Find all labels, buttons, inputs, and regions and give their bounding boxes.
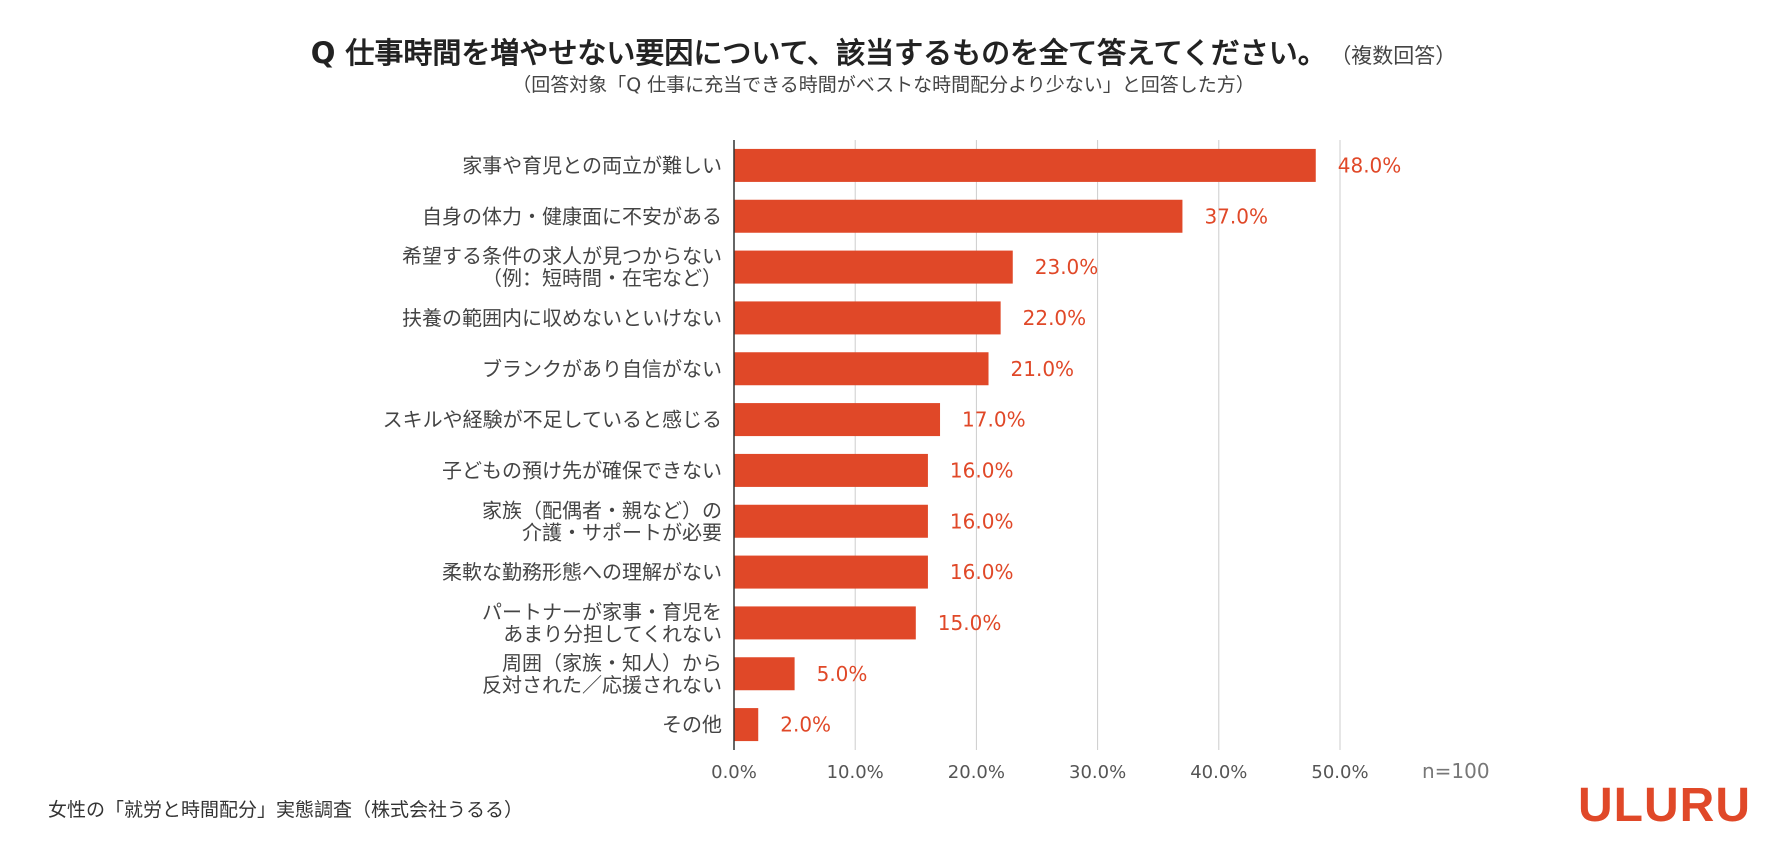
category-label-line: 介護・サポートが必要 — [522, 520, 722, 544]
category-label-line: ブランクがあり自信がない — [482, 357, 722, 381]
category-label-line: 周囲（家族・知人）から — [502, 651, 722, 675]
x-tick-label: 10.0% — [827, 762, 884, 783]
category-label: 扶養の範囲内に収めないといけない — [402, 306, 722, 330]
bar-value-label: 15.0% — [938, 611, 1002, 635]
x-tick-label: 20.0% — [948, 762, 1005, 783]
category-label: 子どもの預け先が確保できない — [442, 458, 722, 482]
category-label-line: 希望する条件の求人が見つからない — [402, 244, 722, 268]
x-tick-label: 50.0% — [1311, 762, 1368, 783]
bar-value-label: 5.0% — [817, 662, 868, 686]
category-label-line: 柔軟な勤務形態への理解がない — [442, 560, 722, 584]
bar — [734, 555, 928, 589]
bar — [734, 199, 1183, 233]
bar — [734, 250, 1013, 284]
bar-value-label: 16.0% — [950, 509, 1014, 533]
category-label: 家事や育児との両立が難しい — [462, 153, 722, 177]
uluru-logo: ULURU — [1578, 779, 1751, 832]
category-label-line: （例：短時間・在宅など） — [482, 266, 722, 290]
chart-title: Q 仕事時間を増やせない要因について、該当するものを全て答えてください。 — [310, 36, 1327, 70]
chart-title-note: （複数回答） — [1340, 44, 1457, 68]
bar-value-label: 16.0% — [950, 560, 1014, 584]
category-label-line: 家事や育児との両立が難しい — [462, 153, 722, 177]
category-label: 柔軟な勤務形態への理解がない — [442, 560, 722, 584]
bar-value-label: 37.0% — [1204, 204, 1268, 228]
bar-value-label: 48.0% — [1338, 153, 1402, 177]
source-note: 女性の「就労と時間配分」実態調査（株式会社うるる） — [48, 799, 524, 821]
category-label-line: スキルや経験が不足していると感じる — [383, 408, 722, 432]
bar — [734, 352, 989, 386]
bar-value-label: 2.0% — [780, 713, 831, 737]
bar-value-label: 16.0% — [950, 458, 1014, 482]
bar — [734, 148, 1316, 182]
bar — [734, 403, 941, 437]
bar — [734, 301, 1001, 335]
category-label-line: あまり分担してくれない — [503, 622, 722, 646]
bar — [734, 657, 795, 691]
bar-value-label: 17.0% — [962, 408, 1026, 432]
category-label: ブランクがあり自信がない — [482, 357, 722, 381]
sample-size-note: n=100 — [1422, 759, 1490, 783]
chart-title-line: Q 仕事時間を増やせない要因について、該当するものを全て答えてください。 （複数回… — [0, 30, 1767, 72]
category-label: その他 — [662, 713, 722, 737]
bar — [734, 504, 928, 538]
category-label-line: 家族（配偶者・親など）の — [482, 498, 722, 522]
category-label: 希望する条件の求人が見つからない（例：短時間・在宅など） — [402, 244, 722, 290]
category-label: 周囲（家族・知人）から反対された／応援されない — [482, 651, 722, 697]
bar — [734, 606, 916, 640]
bar-value-label: 22.0% — [1023, 306, 1087, 330]
chart-subtitle: （回答対象「Q 仕事に充当できる時間がベストな時間配分より少ない」と回答した方） — [512, 74, 1255, 96]
category-label: パートナーが家事・育児をあまり分担してくれない — [482, 600, 722, 646]
category-label-line: その他 — [662, 713, 722, 737]
x-tick-label: 0.0% — [711, 762, 757, 783]
bar — [734, 708, 759, 742]
bar-value-label: 21.0% — [1011, 357, 1075, 381]
bar-value-label: 23.0% — [1035, 255, 1099, 279]
bar — [734, 453, 928, 487]
category-label-line: 扶養の範囲内に収めないといけない — [402, 306, 722, 330]
category-label-line: 反対された／応援されない — [482, 673, 722, 697]
x-tick-label: 30.0% — [1069, 762, 1126, 783]
category-label: スキルや経験が不足していると感じる — [383, 408, 722, 432]
x-tick-label: 40.0% — [1190, 762, 1247, 783]
category-label: 自身の体力・健康面に不安がある — [422, 204, 722, 228]
category-label-line: 自身の体力・健康面に不安がある — [422, 204, 722, 228]
category-label-line: 子どもの預け先が確保できない — [442, 458, 722, 482]
category-label: 家族（配偶者・親など）の介護・サポートが必要 — [482, 498, 722, 544]
category-label-line: パートナーが家事・育児を — [482, 600, 722, 624]
